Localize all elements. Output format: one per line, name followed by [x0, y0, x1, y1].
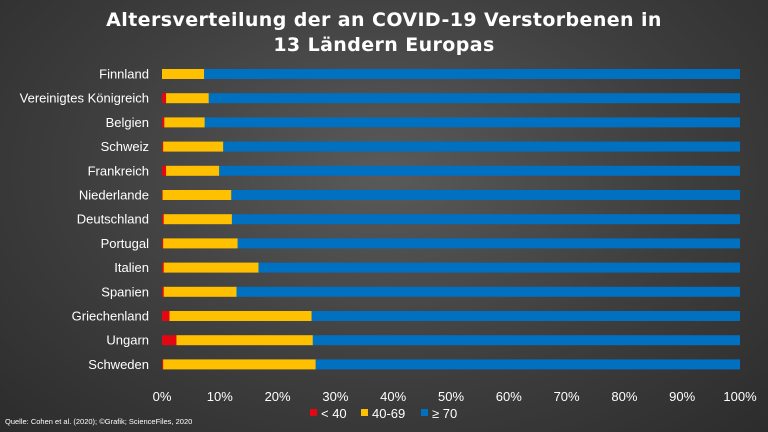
bar-segment-40-69	[166, 93, 209, 104]
bars	[162, 69, 741, 370]
bar-segment-ge70	[223, 141, 740, 152]
x-tick-label: 20%	[265, 389, 291, 404]
bar-segment-lt40	[162, 238, 164, 249]
bar-segment-40-69	[176, 335, 313, 346]
category-label: Schweiz	[101, 139, 149, 154]
legend-swatch-lt40	[310, 409, 317, 416]
bar-segment-40-69	[166, 165, 220, 176]
category-label: Griechenland	[72, 309, 149, 324]
bar-segment-40-69	[162, 190, 232, 200]
x-tick-label: 10%	[207, 389, 233, 404]
x-tick-label: 50%	[438, 389, 464, 404]
bar-segment-40-69	[163, 262, 259, 273]
legend-swatch-40-69	[361, 409, 368, 416]
bar-segment-ge70	[311, 311, 740, 321]
bar-segment-ge70	[219, 165, 741, 176]
category-label: Vereinigtes Königreich	[20, 91, 149, 106]
x-tick-label: 80%	[611, 389, 637, 404]
legend-label-40-69: 40-69	[372, 406, 405, 421]
category-label: Italien	[114, 260, 149, 275]
bar-segment-ge70	[208, 93, 740, 104]
bar-segment-lt40	[162, 165, 167, 176]
category-label: Niederlande	[79, 188, 149, 203]
bar-segment-lt40	[162, 93, 167, 104]
bar-segment-40-69	[164, 117, 205, 128]
category-label: Ungarn	[106, 333, 149, 348]
x-tick-label: 0%	[153, 389, 172, 404]
bar-segment-lt40	[162, 214, 164, 225]
bar-segment-ge70	[258, 262, 740, 273]
category-label: Spanien	[101, 284, 149, 299]
legend-label-lt40: < 40	[321, 406, 347, 421]
legend: < 40 40-69 ≥ 70	[310, 406, 457, 421]
x-tick-label: 40%	[380, 389, 406, 404]
chart-title-line1: Altersverteilung der an COVID-19 Verstor…	[106, 9, 662, 31]
category-label: Frankreich	[88, 163, 149, 178]
bar-segment-40-69	[163, 359, 316, 370]
bar-segment-ge70	[231, 190, 741, 200]
x-tick-label: 30%	[322, 389, 348, 404]
x-tick-label: 90%	[669, 389, 695, 404]
bar-segment-40-69	[163, 214, 232, 225]
category-label: Schweden	[88, 357, 149, 372]
x-tick-label: 70%	[554, 389, 580, 404]
bar-segment-ge70	[312, 335, 740, 346]
bar-segment-lt40	[162, 190, 163, 200]
legend-swatch-ge70	[421, 409, 428, 416]
bar-segment-lt40	[162, 359, 164, 370]
x-tick-label: 100%	[723, 389, 757, 404]
chart-title-line2: 13 Ländern Europas	[273, 34, 494, 56]
bar-segment-40-69	[163, 141, 224, 152]
bar-segment-40-69	[169, 311, 312, 321]
source-note: Quelle: Cohen et al. (2020); ©Grafik; Sc…	[5, 417, 192, 426]
bar-segment-lt40	[162, 311, 170, 321]
category-label: Belgien	[106, 115, 149, 130]
bar-segment-lt40	[162, 262, 164, 273]
bar-segment-40-69	[163, 286, 237, 297]
bar-segment-ge70	[204, 117, 740, 128]
x-tick-label: 60%	[496, 389, 522, 404]
bar-segment-lt40	[162, 286, 164, 297]
category-label: Finnland	[99, 67, 149, 82]
bar-segment-ge70	[204, 69, 740, 79]
bar-segment-40-69	[162, 69, 205, 79]
bar-segment-lt40	[162, 335, 177, 346]
bar-segment-ge70	[237, 238, 740, 249]
bar-segment-lt40	[162, 117, 165, 128]
category-labels: Finnland Vereinigtes Königreich Belgien Sch…	[20, 67, 149, 372]
bar-segment-lt40	[162, 141, 164, 152]
x-axis-ticks: 0% 10% 20% 30% 40% 50% 60% 70% 80% 90% 100%	[153, 389, 757, 404]
bar-segment-ge70	[315, 359, 740, 370]
category-label: Deutschland	[77, 212, 149, 227]
legend-label-ge70: ≥ 70	[432, 406, 457, 421]
bar-segment-40-69	[163, 238, 238, 249]
bar-segment-ge70	[231, 214, 740, 225]
bar-segment-ge70	[236, 286, 740, 297]
category-label: Portugal	[101, 236, 150, 251]
